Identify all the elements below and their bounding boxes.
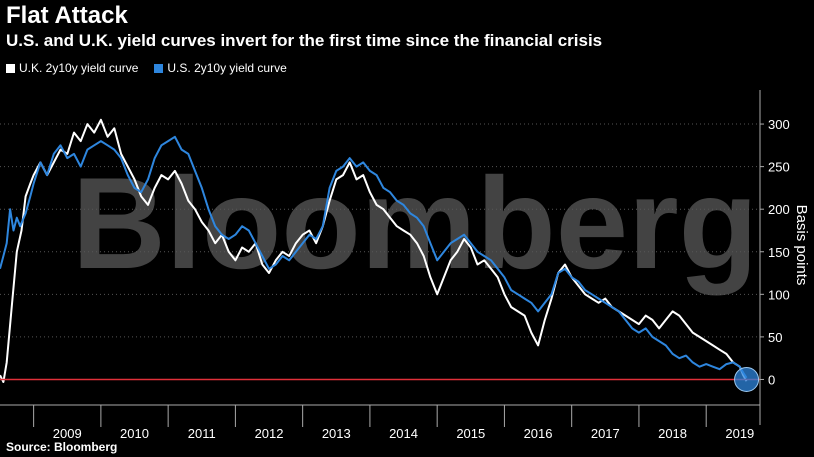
- x-tick-label: 2017: [591, 426, 620, 441]
- x-tick-label: 2012: [255, 426, 284, 441]
- x-tick-label: 2011: [188, 426, 216, 441]
- chart-subtitle: U.S. and U.K. yield curves invert for th…: [6, 31, 603, 50]
- series-line-uk: [0, 118, 748, 383]
- x-tick-label: 2018: [658, 426, 687, 441]
- gridlines: [0, 123, 760, 338]
- x-tick-label: 2016: [524, 426, 553, 441]
- legend-swatch-us: [154, 63, 164, 73]
- x-tick-label: 2010: [120, 426, 149, 441]
- legend-label-us: U.S. 2y10y yield curve: [167, 61, 287, 75]
- y-axis-label: Basis points: [793, 205, 810, 286]
- legend-item-uk: U.K. 2y10y yield curve: [6, 61, 138, 75]
- y-tick-label: 200: [768, 202, 790, 217]
- x-tick-label: 2015: [456, 426, 485, 441]
- axes: 0 50 100 150 200 250 300 2009 2010 2011 2012 2013 20…: [0, 90, 790, 441]
- x-tick-label: 2009: [53, 426, 82, 441]
- x-tick-label: 2013: [322, 426, 351, 441]
- x-tick-label: 2014: [389, 426, 418, 441]
- legend-item-us: U.S. 2y10y yield curve: [154, 61, 287, 75]
- legend: U.K. 2y10y yield curve U.S. 2y10y yield …: [6, 61, 287, 75]
- y-tick-label: 250: [768, 160, 790, 175]
- y-tick-label: 100: [768, 287, 790, 302]
- y-tick-label: 50: [768, 330, 782, 345]
- source-note: Source: Bloomberg: [6, 440, 118, 454]
- legend-label-uk: U.K. 2y10y yield curve: [19, 61, 139, 75]
- watermark: Bloomberg: [72, 150, 758, 296]
- legend-swatch-uk: [6, 63, 15, 73]
- y-tick-label: 300: [768, 117, 790, 132]
- chart-title: Flat Attack: [6, 2, 128, 29]
- y-tick-label: 150: [768, 245, 790, 260]
- series-line-us: [0, 135, 748, 379]
- y-tick-label: 0: [768, 372, 775, 387]
- series-layer: [0, 118, 760, 392]
- inversion-marker: [734, 366, 760, 392]
- x-tick-label: 2019: [725, 426, 754, 441]
